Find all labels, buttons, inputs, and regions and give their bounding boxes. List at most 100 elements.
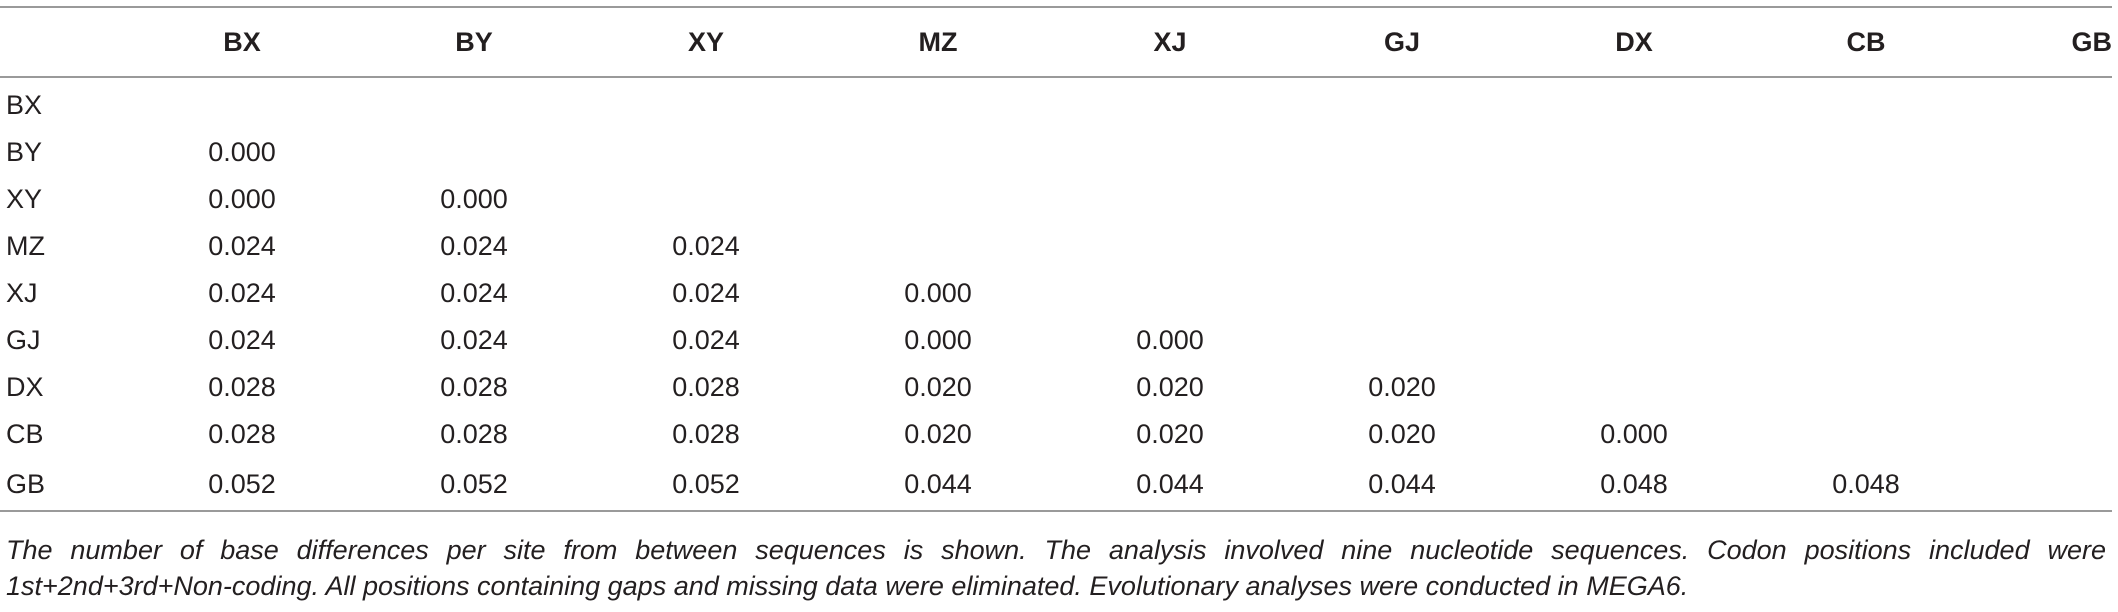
table-cell [1982,270,2112,317]
table-cell [1518,364,1750,411]
table-cell: 0.000 [208,184,276,214]
table-cell [1518,176,1750,223]
row-label: BX [6,90,43,120]
table-cell: 0.024 [672,231,740,261]
table-cell: 0.000 [440,184,508,214]
table-cell [1982,129,2112,176]
table-row: BX [0,77,2112,129]
table-cell [590,129,822,176]
table-cell [1286,223,1518,270]
table-cell [1750,270,1982,317]
column-header: MZ [822,6,1054,78]
table-cell [1054,176,1286,223]
table-cell: 0.024 [208,325,276,355]
table-cell: 0.000 [1600,419,1668,449]
column-header: GJ [1286,6,1518,78]
table-cell: 0.020 [1136,372,1204,402]
column-header: XJ [1054,6,1286,78]
table-cell: 0.020 [904,372,972,402]
row-label: GB [0,458,126,512]
table-cell: 0.028 [440,372,508,402]
table-cell: 0.028 [208,419,276,449]
table-cell: 0.024 [208,231,276,261]
table-cell [590,77,822,129]
table-cell: 0.052 [590,458,822,512]
table-body: BX BY 0.000 XY 0.000 0.000 MZ 0.024 0.024 0.024 XJ… [0,77,2112,512]
row-label: XY [6,184,43,214]
table-cell: 0.024 [672,325,740,355]
header-row: BX BY XY MZ XJ GJ DX CB GB [0,6,2112,78]
table-cell [822,77,1054,129]
distance-table: BX BY XY MZ XJ GJ DX CB GB BX BY 0.000 XY 0.… [0,6,2112,512]
table-cell: 0.024 [208,278,276,308]
table-cell [358,129,590,176]
table-cell: 0.020 [1368,372,1436,402]
table-cell [1982,458,2112,512]
table-cell: 0.044 [822,458,1054,512]
column-header: CB [1750,6,1982,78]
table-cell [1750,317,1982,364]
table-cell: 0.028 [672,372,740,402]
table-cell [1054,270,1286,317]
table-cell [1518,77,1750,129]
table-cell: 0.048 [1518,458,1750,512]
column-header: BY [358,6,590,78]
column-header: XY [590,6,822,78]
table-cell [1286,176,1518,223]
table-cell [1518,317,1750,364]
table-row: XY 0.000 0.000 [0,176,2112,223]
table-cell [1286,129,1518,176]
column-header: DX [1518,6,1750,78]
table-cell [1750,223,1982,270]
table-cell: 0.048 [1750,458,1982,512]
table-cell [126,77,358,129]
table-cell [1286,317,1518,364]
table-cell: 0.000 [1136,325,1204,355]
table-row: BY 0.000 [0,129,2112,176]
table-cell [1982,317,2112,364]
table-cell [1054,77,1286,129]
table-cell: 0.000 [904,325,972,355]
table-cell: 0.044 [1286,458,1518,512]
table-row: GJ 0.024 0.024 0.024 0.000 0.000 [0,317,2112,364]
table-row: GB 0.052 0.052 0.052 0.044 0.044 0.044 0.048 0.0… [0,458,2112,512]
table-row: XJ 0.024 0.024 0.024 0.000 [0,270,2112,317]
table-cell: 0.020 [1136,419,1204,449]
table-cell [1286,77,1518,129]
table-cell [1982,223,2112,270]
table-cell: 0.024 [440,278,508,308]
row-label: GJ [6,325,41,355]
table-cell: 0.000 [904,278,972,308]
table-cell [1054,223,1286,270]
column-header: GB [1982,6,2112,78]
table-cell [590,176,822,223]
table-cell [1054,129,1286,176]
table-cell [822,129,1054,176]
table-cell [1518,223,1750,270]
table-cell: 0.024 [440,325,508,355]
table-cell: 0.024 [440,231,508,261]
table-cell: 0.028 [672,419,740,449]
table-cell [1518,270,1750,317]
table-cell [822,223,1054,270]
row-label: DX [6,372,44,402]
table-cell [1982,176,2112,223]
row-label: MZ [6,231,45,261]
table-cell: 0.000 [208,137,276,167]
table-cell: 0.024 [672,278,740,308]
table-cell [1750,129,1982,176]
table-cell [1286,270,1518,317]
table-cell [358,77,590,129]
table-cell: 0.052 [126,458,358,512]
table-cell [1982,364,2112,411]
row-label: CB [6,419,44,449]
table-cell: 0.020 [904,419,972,449]
table-cell [1750,77,1982,129]
column-header: BX [126,6,358,78]
table-cell: 0.044 [1054,458,1286,512]
table-cell: 0.020 [1368,419,1436,449]
table-cell: 0.028 [208,372,276,402]
table-cell [822,176,1054,223]
table-cell [1750,411,1982,458]
